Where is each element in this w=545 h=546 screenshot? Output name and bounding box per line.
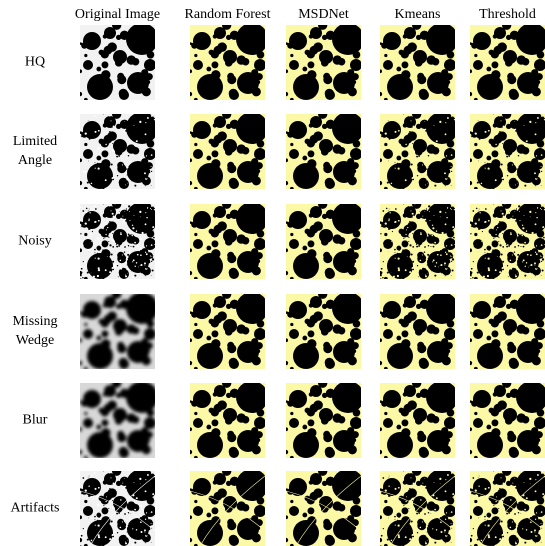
image-tile (284, 110, 364, 191)
image-tile (284, 21, 364, 102)
image-tile (78, 379, 158, 460)
image-tile (468, 379, 545, 460)
image-tile (378, 467, 458, 546)
row-label: HQ (25, 55, 45, 70)
image-tile (78, 21, 158, 102)
column-header: Kmeans (395, 7, 441, 22)
image-tile (468, 200, 545, 281)
row-label: Noisy (18, 234, 51, 249)
image-tile (78, 467, 158, 546)
image-tile (188, 110, 268, 191)
image-tile (188, 467, 268, 546)
image-tile (78, 110, 158, 191)
image-tile (188, 379, 268, 460)
image-tile (78, 200, 158, 281)
row-label: Blur (23, 413, 48, 428)
image-tile (188, 290, 268, 371)
image-tile (378, 379, 458, 460)
image-tile (468, 467, 545, 546)
column-header: Original Image (75, 7, 160, 22)
image-tile (468, 290, 545, 371)
column-header: MSDNet (298, 7, 349, 22)
image-tile (284, 467, 364, 546)
image-tile (378, 290, 458, 371)
column-header: Random Forest (185, 7, 271, 22)
row-label: Artifacts (11, 501, 60, 516)
row-label: Limited (13, 134, 57, 149)
row-label: Wedge (16, 333, 55, 348)
image-tile (378, 110, 458, 191)
figure: Original Image Random Forest MSDNet Kmeans T… (0, 0, 545, 546)
image-tile (78, 290, 158, 371)
image-tile (284, 379, 364, 460)
image-tile (284, 290, 364, 371)
image-tile (378, 200, 458, 281)
image-tile (188, 200, 268, 281)
row-label: Missing (12, 314, 57, 329)
image-tile (378, 21, 458, 102)
image-tile (468, 110, 545, 191)
image-tile (284, 200, 364, 281)
image-tile (468, 21, 545, 102)
row-label: Angle (18, 153, 52, 168)
column-header: Threshold (479, 7, 536, 22)
image-tile (188, 21, 268, 102)
